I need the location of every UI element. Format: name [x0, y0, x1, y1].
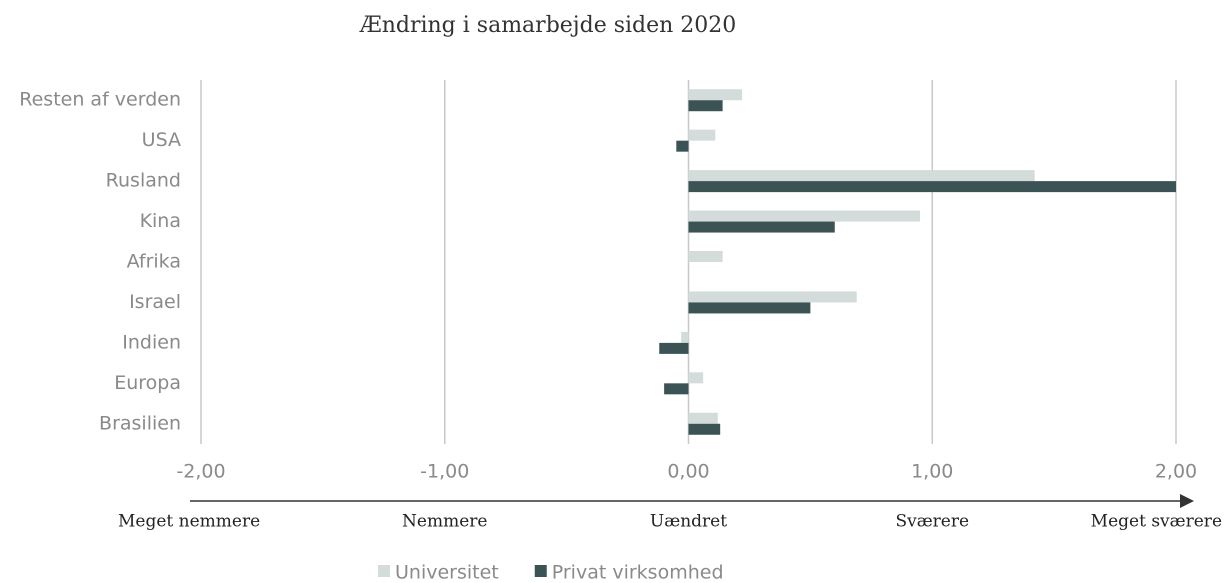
bar [688, 221, 835, 233]
x-tick-label: -1,00 [420, 461, 469, 483]
y-tick-label: Brasilien [99, 412, 181, 434]
y-tick-label: Rusland [106, 170, 181, 192]
bar [688, 129, 716, 141]
legend-label: Universitet [395, 562, 499, 583]
scale-arrow-head [1180, 494, 1194, 508]
y-tick-label: Europa [114, 372, 181, 394]
y-tick-label: Kina [140, 210, 181, 232]
y-tick-label: Israel [129, 291, 181, 313]
y-tick-label: Indien [122, 331, 181, 353]
chart-title: Ændring i samarbejde siden 2020 [359, 13, 737, 38]
bar [688, 210, 921, 222]
scale-label: Meget nemmere [118, 512, 260, 532]
bar [688, 181, 1176, 193]
bar [688, 251, 723, 262]
bar [688, 170, 1035, 182]
y-tick-label: Resten af verden [19, 89, 181, 111]
legend-swatch [534, 565, 547, 577]
bar [688, 423, 721, 435]
y-tick-label: USA [142, 129, 181, 151]
scale-label: Sværere [895, 512, 969, 532]
bar [688, 89, 743, 101]
legend-swatch [378, 565, 390, 577]
bar [688, 291, 857, 303]
x-tick-label: 1,00 [911, 461, 953, 483]
x-tick-label: 2,00 [1155, 461, 1197, 483]
bar [664, 383, 689, 395]
bar [688, 100, 723, 112]
bar [659, 342, 689, 354]
y-tick-label: Afrika [127, 251, 181, 273]
x-tick-label: 0,00 [667, 461, 709, 483]
bar [681, 331, 689, 343]
x-tick-label: -2,00 [176, 461, 225, 483]
scale-label: Nemmere [402, 512, 487, 532]
bar [676, 140, 689, 152]
legend-label: Privat virksomhed [552, 562, 724, 583]
scale-label: Meget sværere [1091, 512, 1222, 532]
bar [688, 412, 718, 424]
scale-label: Uændret [650, 512, 727, 532]
bar [688, 302, 811, 314]
bar [688, 372, 704, 384]
